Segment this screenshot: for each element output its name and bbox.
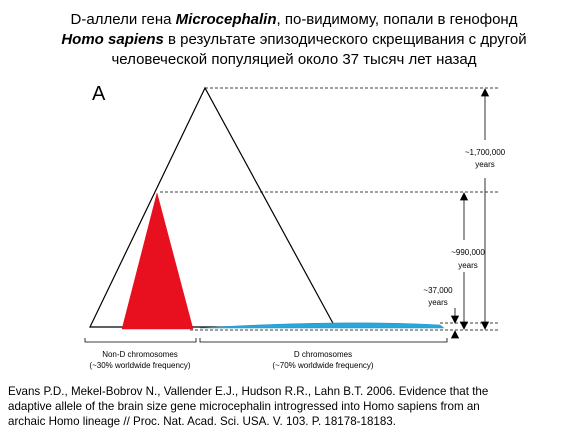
title-line1-prefix: D-аллели гена [70,11,176,28]
citation-line-3: archaic Homo lineage // Proc. Nat. Acad.… [8,415,396,428]
title-line-3: человеческой популяцией около 37 тысяч л… [111,51,477,68]
slide-title: D-аллели гена Microcephalin, по-видимому… [0,10,588,70]
panel-label: A [92,83,106,105]
title-line-2: Homo sapiens в результате эпизодического… [0,30,588,50]
non-d-bracket [84,338,197,343]
citation: Evans P.D., Mekel-Bobrov N., Vallender E… [8,384,583,429]
lineage-split-triangle [89,86,337,328]
d-bracket [199,338,448,343]
title-line-1: D-аллели гена Microcephalin, по-видимому… [0,10,588,30]
label-37000: ~37,000 [423,286,453,295]
non-d-frequency: (~30% worldwide frequency) [89,361,190,370]
label-1700000-years: years [475,160,495,169]
arrow-37000 [450,308,460,339]
label-990000-years: years [458,261,478,270]
arrow-1700000 [480,88,490,330]
title-gene-name: Microcephalin [175,11,277,28]
label-990000: ~990,000 [451,248,485,257]
d-lineage-expansion [199,322,445,329]
d-frequency: (~70% worldwide frequency) [272,361,373,370]
title-species-name: Homo sapiens [61,31,164,48]
title-line1-suffix: , по-видимому, попали в генофонд [276,11,518,28]
d-label: D chromosomes [294,350,352,359]
non-d-label: Non-D chromosomes [102,350,178,359]
title-line2-suffix: в результате эпизодического скрещивания … [163,31,527,48]
citation-line-1: Evans P.D., Mekel-Bobrov N., Vallender E… [8,385,489,398]
label-37000-years: years [428,298,448,307]
non-d-lineage-triangle [121,192,194,330]
citation-line-2: adaptive allele of the brain size gene m… [8,400,480,413]
label-1700000: ~1,700,000 [465,148,506,157]
arrow-990000 [459,192,469,330]
